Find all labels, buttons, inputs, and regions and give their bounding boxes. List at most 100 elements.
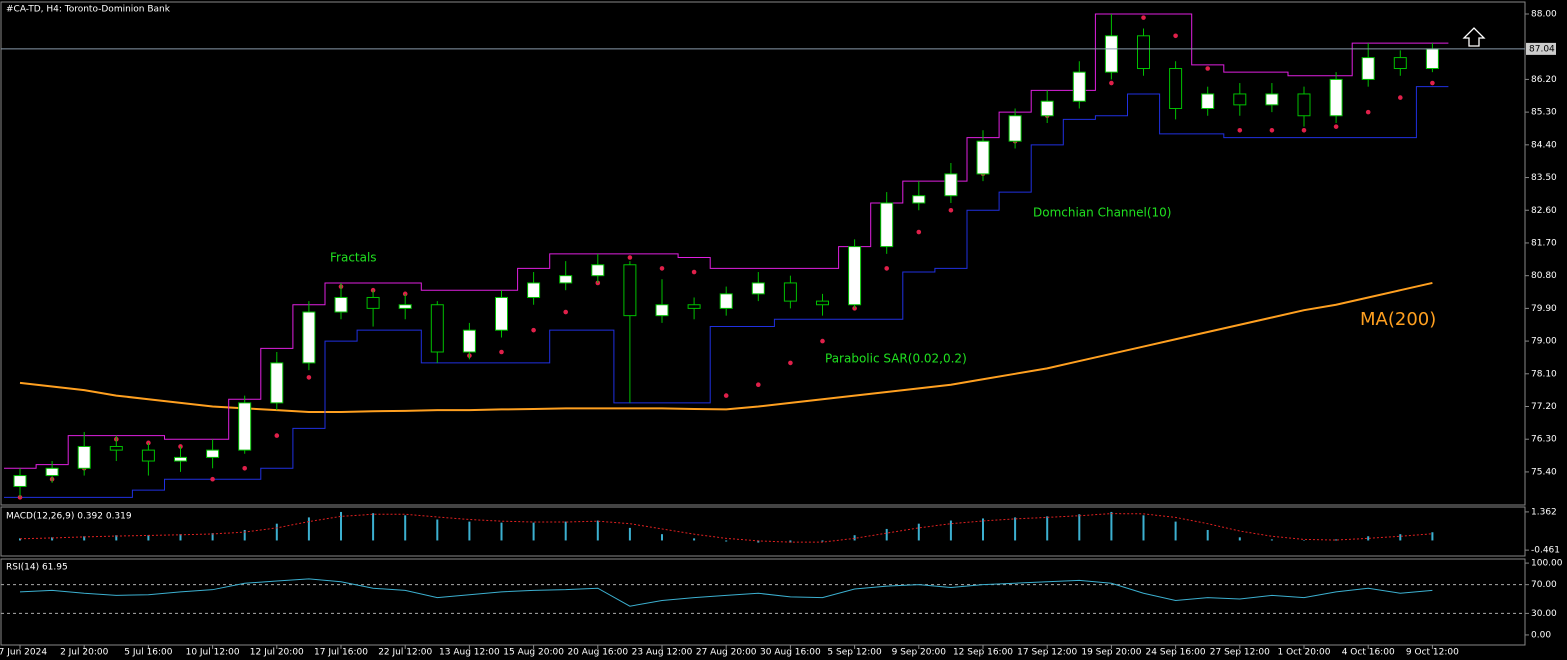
macd-bar — [1078, 514, 1081, 541]
sar-dot — [1237, 127, 1243, 133]
macd-bar — [436, 519, 439, 541]
sar-dot — [1398, 95, 1403, 100]
candle-body — [623, 264, 637, 317]
macd-bar — [821, 540, 824, 542]
candle-body — [238, 402, 252, 451]
candle-body — [1265, 93, 1279, 106]
candle-body — [109, 445, 123, 451]
candle-body — [45, 467, 59, 477]
macd-title: MACD(12,26,9) 0.392 0.319 — [6, 512, 132, 522]
macd-bar — [1142, 515, 1145, 541]
macd-bar — [1431, 532, 1434, 541]
rsi-panel — [0, 558, 1526, 646]
macd-bar — [211, 533, 214, 541]
y-tick-label: 88.00 — [1531, 9, 1557, 19]
sar-dot — [659, 266, 665, 271]
current-price-label: 87.04 — [1529, 44, 1555, 54]
candle-body — [1137, 35, 1150, 70]
macd-bar — [1014, 517, 1017, 541]
candle-body — [1329, 78, 1343, 117]
macd-bar — [275, 523, 278, 541]
sar-dot — [242, 465, 247, 471]
x-tick-label: 12 Sep 16:00 — [953, 648, 1013, 658]
sar-dot — [916, 229, 922, 235]
x-tick-label: 30 Aug 16:00 — [760, 648, 821, 658]
candle-body — [174, 456, 187, 462]
sar-dot — [756, 382, 761, 388]
x-tick-label: 9 Sep 20:00 — [892, 648, 947, 658]
y-tick-label: 0.00 — [1531, 630, 1551, 640]
y-tick-label: 30.00 — [1531, 609, 1557, 619]
macd-bar — [1046, 516, 1049, 541]
macd-bar — [596, 520, 599, 541]
x-tick-label: 15 Aug 20:00 — [503, 648, 564, 658]
macd-bar — [1270, 539, 1273, 541]
sar-dot — [1205, 66, 1210, 71]
macd-bar — [1206, 529, 1209, 541]
y-tick-label: 100.00 — [1531, 559, 1563, 569]
y-tick-label: 70.00 — [1531, 580, 1557, 590]
price-panel — [0, 1, 1526, 506]
candle-body — [1169, 68, 1183, 109]
sar-dot — [1141, 15, 1146, 20]
macd-bar — [982, 518, 984, 541]
x-tick-label: 23 Aug 12:00 — [632, 648, 693, 658]
y-tick-label: 83.50 — [1531, 173, 1557, 183]
y-tick-label: 81.70 — [1531, 238, 1557, 248]
macd-bar — [949, 520, 952, 541]
sar-dot — [723, 393, 729, 398]
x-tick-label: 24 Sep 16:00 — [1146, 648, 1206, 658]
macd-bar — [628, 527, 631, 541]
candle-body — [687, 304, 701, 309]
sar-dot — [563, 309, 568, 315]
y-tick-label: 86.20 — [1531, 75, 1557, 85]
sar-dot — [499, 349, 504, 355]
y-tick-label: 77.20 — [1531, 402, 1557, 412]
x-tick-label: 9 Oct 12:00 — [1406, 648, 1459, 658]
macd-bar — [147, 535, 150, 541]
sar-dot — [820, 338, 825, 344]
sar-dot — [627, 255, 633, 260]
macd-bar — [885, 528, 888, 541]
x-tick-label: 22 Jul 12:00 — [378, 648, 432, 658]
candle-body — [848, 246, 862, 306]
ma-line — [19, 281, 1433, 413]
sar-dot — [1301, 127, 1307, 133]
macd-bar — [789, 540, 792, 543]
candle-body — [1297, 93, 1311, 117]
y-tick-label: 1.362 — [1531, 507, 1557, 517]
y-tick-label: 75.40 — [1531, 467, 1557, 477]
rsi-line — [19, 578, 1433, 607]
candle-body — [912, 195, 926, 204]
sar-dot — [531, 327, 536, 333]
macd-bar — [1367, 536, 1370, 541]
macd-bar — [19, 538, 21, 541]
candle-body — [976, 140, 990, 175]
y-tick-label: 76.30 — [1531, 435, 1557, 445]
x-tick-label: 13 Aug 12:00 — [439, 648, 500, 658]
sar-dot — [17, 495, 23, 500]
x-tick-label: 5 Sep 12:00 — [827, 648, 882, 658]
y-tick-label: 79.00 — [1531, 337, 1557, 347]
candle-body — [559, 275, 573, 284]
y-tick-label: -0.461 — [1531, 546, 1560, 556]
macd-bar — [1110, 511, 1113, 541]
sar-dot — [788, 360, 793, 366]
candle-body — [141, 449, 155, 462]
current-price-box — [1526, 42, 1556, 55]
macd-bar — [1335, 539, 1338, 541]
candle-body — [1201, 93, 1215, 109]
candle-body — [719, 293, 733, 309]
sar-dot — [1269, 127, 1275, 133]
x-tick-label: 20 Aug 16:00 — [567, 648, 628, 658]
annotation: Fractals — [330, 251, 377, 265]
candle-body — [880, 202, 894, 248]
candle-body — [334, 296, 348, 313]
macd-bar — [1238, 537, 1241, 541]
macd-bar — [243, 529, 246, 541]
macd-bar — [725, 540, 728, 542]
sar-dot — [1173, 33, 1178, 39]
x-tick-label: 27 Aug 20:00 — [696, 648, 757, 658]
